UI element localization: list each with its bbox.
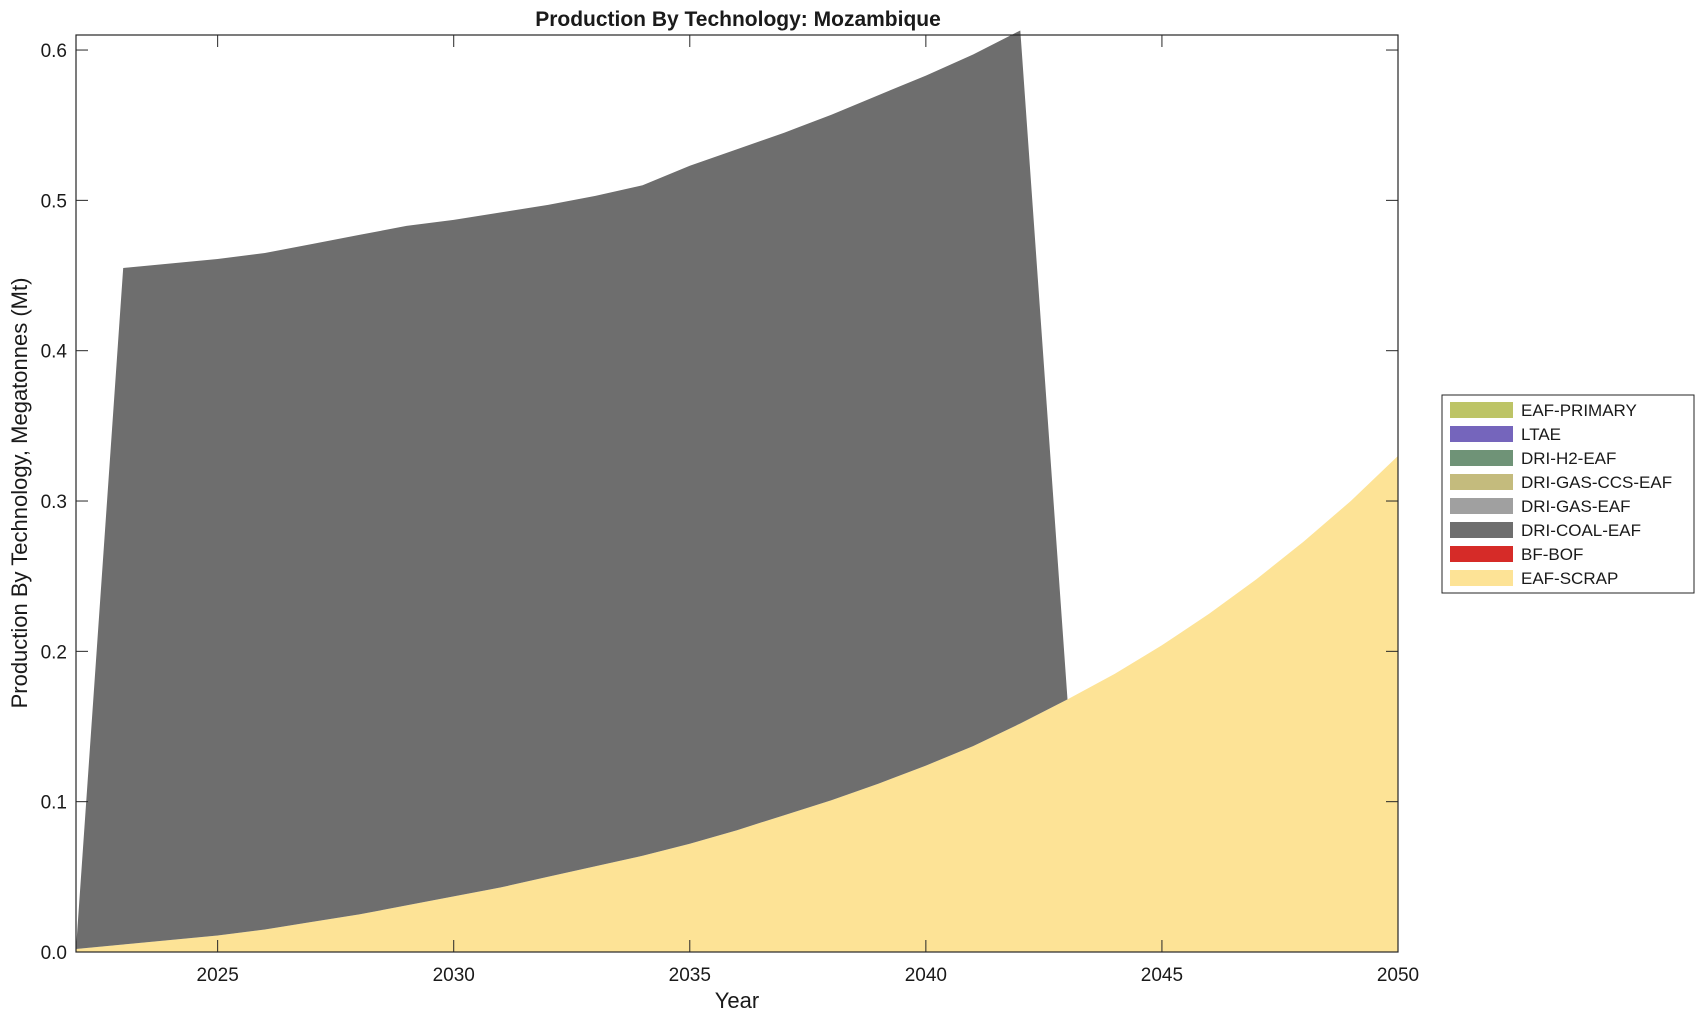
x-tick-label: 2050 bbox=[1377, 965, 1419, 986]
x-tick-label: 2030 bbox=[433, 965, 475, 986]
area-eaf-scrap bbox=[76, 455, 1398, 952]
y-axis-ticks: 0.0 0.1 0.2 0.3 0.4 0.5 0.6 bbox=[41, 41, 1398, 964]
legend-swatch bbox=[1450, 522, 1513, 538]
legend-label: DRI-GAS-CCS-EAF bbox=[1521, 473, 1672, 492]
legend-swatch bbox=[1450, 426, 1513, 442]
y-tick-label: 0.6 bbox=[41, 41, 67, 62]
area-layers bbox=[76, 30, 1398, 952]
legend-swatch bbox=[1450, 474, 1513, 490]
y-tick-label: 0.3 bbox=[41, 492, 67, 513]
x-tick-label: 2035 bbox=[669, 965, 711, 986]
legend-label: DRI-H2-EAF bbox=[1521, 449, 1616, 468]
legend-label: LTAE bbox=[1521, 425, 1561, 444]
legend-swatch bbox=[1450, 546, 1513, 562]
legend-label: EAF-PRIMARY bbox=[1521, 401, 1637, 420]
chart-title: Production By Technology: Mozambique bbox=[535, 8, 941, 31]
legend-label: DRI-COAL-EAF bbox=[1521, 521, 1641, 540]
y-tick-label: 0.5 bbox=[41, 191, 67, 212]
y-tick-label: 0.0 bbox=[41, 943, 67, 964]
legend-swatch bbox=[1450, 570, 1513, 586]
x-tick-label: 2025 bbox=[197, 965, 239, 986]
plot-frame bbox=[75, 34, 1399, 953]
area-dri-coal-eaf bbox=[76, 30, 1398, 949]
legend-label: DRI-GAS-EAF bbox=[1521, 497, 1631, 516]
x-tick-label: 2045 bbox=[1141, 965, 1183, 986]
legend-swatch bbox=[1450, 402, 1513, 418]
x-tick-label: 2040 bbox=[905, 965, 947, 986]
y-tick-label: 0.4 bbox=[41, 342, 68, 363]
legend-swatch bbox=[1450, 498, 1513, 514]
legend-label: EAF-SCRAP bbox=[1521, 569, 1618, 588]
y-axis-title: Production By Technology, Megatonnes (Mt… bbox=[7, 278, 32, 709]
y-tick-label: 0.2 bbox=[41, 642, 67, 663]
y-tick-label: 0.1 bbox=[41, 793, 67, 814]
legend: EAF-PRIMARY LTAE DRI-H2-EAF DRI-GAS-CCS-EAF… bbox=[1441, 394, 1695, 594]
legend-label: BF-BOF bbox=[1521, 545, 1583, 564]
legend-swatch bbox=[1450, 450, 1513, 466]
x-axis-ticks: 2025 2030 2035 2040 2045 2050 bbox=[197, 35, 1419, 986]
x-axis-title: Year bbox=[715, 988, 759, 1013]
